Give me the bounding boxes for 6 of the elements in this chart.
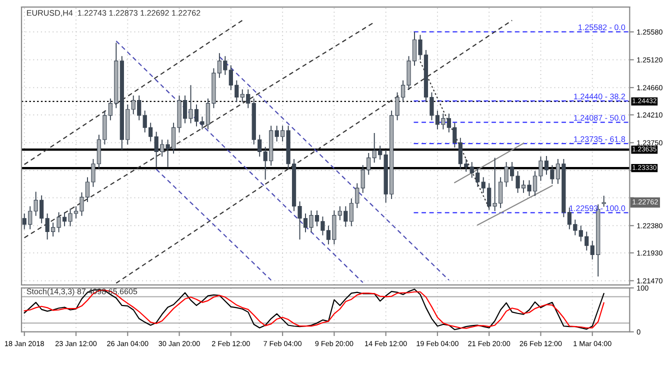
ref-line-label: 1.23735 - 61.8 bbox=[574, 136, 626, 142]
ref-line-label: 1.24087 - 50.0 bbox=[574, 114, 626, 121]
ref-line-label: 1.25582 - 0.0 bbox=[578, 24, 626, 30]
candlestick bbox=[602, 195, 606, 208]
chart-title: EURUSD,H4 1.22743 1.22873 1.22692 1.22762 bbox=[27, 10, 200, 17]
ref-line-label: 1.24440 - 38.2 bbox=[574, 94, 626, 100]
